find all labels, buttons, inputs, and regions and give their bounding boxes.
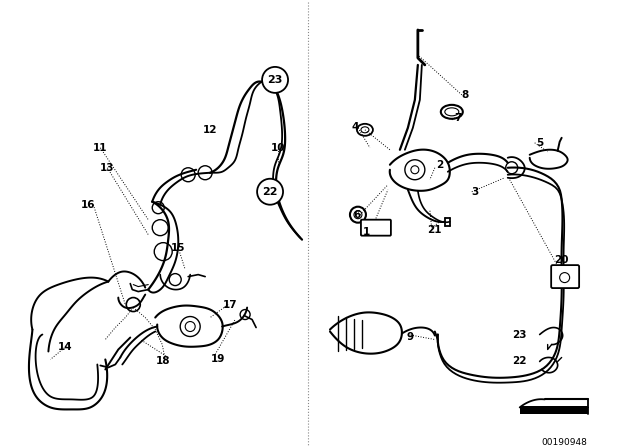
Circle shape: [257, 179, 283, 205]
Text: 22: 22: [262, 187, 278, 197]
Text: 17: 17: [223, 300, 237, 310]
Text: 23: 23: [268, 75, 283, 85]
Text: 19: 19: [211, 354, 225, 365]
FancyBboxPatch shape: [361, 220, 391, 236]
Text: 9: 9: [406, 332, 413, 341]
Text: 21: 21: [428, 224, 442, 235]
Circle shape: [262, 67, 288, 93]
Text: 8: 8: [461, 90, 468, 100]
Text: 11: 11: [93, 143, 108, 153]
Text: 13: 13: [100, 163, 115, 173]
Text: 22: 22: [512, 357, 527, 366]
Text: 2: 2: [436, 160, 444, 170]
Text: 00190948: 00190948: [541, 438, 588, 447]
Text: 14: 14: [58, 342, 73, 353]
Text: 10: 10: [271, 143, 285, 153]
Text: 7: 7: [454, 113, 461, 123]
Bar: [520, 406, 588, 414]
Text: 18: 18: [156, 357, 170, 366]
Text: 12: 12: [203, 125, 218, 135]
Text: 23: 23: [512, 330, 527, 340]
FancyBboxPatch shape: [551, 265, 579, 288]
Text: 15: 15: [171, 243, 186, 253]
Text: 5: 5: [536, 138, 543, 148]
Text: 4: 4: [351, 122, 358, 132]
Text: 1: 1: [364, 227, 371, 237]
Text: 3: 3: [471, 187, 479, 197]
Text: 6: 6: [353, 210, 360, 220]
Text: 16: 16: [81, 200, 95, 210]
Text: 20: 20: [554, 254, 569, 265]
